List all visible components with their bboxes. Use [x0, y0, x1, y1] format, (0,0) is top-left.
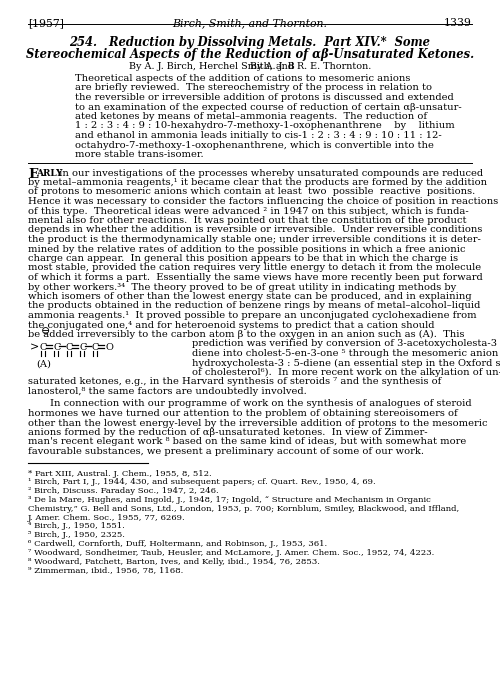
Text: hormones we have turned our attention to the problem of obtaining stereoisomers : hormones we have turned our attention to… [28, 409, 458, 418]
Text: >: > [30, 342, 39, 352]
Text: C: C [79, 342, 86, 352]
Text: By A. J. Birch, Herchel Smith, and R. E. Thornton.: By A. J. Birch, Herchel Smith, and R. E.… [129, 62, 371, 71]
Text: C: C [53, 342, 60, 352]
Text: C: C [40, 342, 48, 352]
Text: man's recent elegant work ⁸ based on the same kind of ideas, but with somewhat m: man's recent elegant work ⁸ based on the… [28, 437, 466, 447]
Text: octahydro-7-methoxy-1-oxophenanthrene, which is convertible into the: octahydro-7-methoxy-1-oxophenanthrene, w… [75, 141, 434, 149]
Text: other than the lowest energy-level by the irreversible addition of protons to th: other than the lowest energy-level by th… [28, 418, 487, 428]
Text: charge can appear.  In general this position appears to be that in which the cha: charge can appear. In general this posit… [28, 254, 458, 263]
Text: be added irreversibly to the carbon atom β to the oxygen in an anion such as (A): be added irreversibly to the carbon atom… [28, 330, 464, 339]
Text: are briefly reviewed.  The stereochemistry of the process in relation to: are briefly reviewed. The stereochemistr… [75, 84, 432, 92]
Text: By A. J. B: By A. J. B [250, 62, 295, 71]
Text: the conjugated one,⁴ and for heteroenoid systems to predict that a cation should: the conjugated one,⁴ and for heteroenoid… [28, 320, 434, 329]
Text: (A): (A) [36, 359, 51, 369]
Text: ⁸ Woodward, Patchett, Barton, Ives, and Kelly, ibid., 1954, 76, 2853.: ⁸ Woodward, Patchett, Barton, Ives, and … [28, 557, 320, 566]
Text: 254.   Reduction by Dissolving Metals.  Part XIV.*  Some: 254. Reduction by Dissolving Metals. Par… [70, 36, 430, 49]
Text: saturated ketones, e.g., in the Harvard synthesis of steroids ⁷ and the synthesi: saturated ketones, e.g., in the Harvard … [28, 378, 442, 386]
Text: ⁹ Zimmerman, ibid., 1956, 78, 1168.: ⁹ Zimmerman, ibid., 1956, 78, 1168. [28, 566, 184, 574]
Text: in our investigations of the processes whereby unsaturated compounds are reduced: in our investigations of the processes w… [56, 168, 483, 177]
Text: J. Amer. Chem. Soc., 1955, 77, 6269.: J. Amer. Chem. Soc., 1955, 77, 6269. [28, 513, 186, 521]
Text: prediction was verified by conversion of 3-acetoxycholesta-3 : 5-: prediction was verified by conversion of… [192, 340, 500, 348]
Text: ARLY: ARLY [36, 168, 62, 177]
Text: ¹ Birch, Part I, J., 1944, 430, and subsequent papers; cf. Quart. Rev., 1950, 4,: ¹ Birch, Part I, J., 1944, 430, and subs… [28, 478, 376, 486]
Text: Chemistry,” G. Bell and Sons, Ltd., London, 1953, p. 700; Kornblum, Smiley, Blac: Chemistry,” G. Bell and Sons, Ltd., Lond… [28, 504, 459, 513]
Text: ⁷ Woodward, Sondheimer, Taub, Heusler, and McLamore, J. Amer. Chem. Soc., 1952, : ⁷ Woodward, Sondheimer, Taub, Heusler, a… [28, 549, 434, 557]
Text: Hence it was necessary to consider the factors influencing the choice of positio: Hence it was necessary to consider the f… [28, 197, 498, 206]
Text: more stable trans-isomer.: more stable trans-isomer. [75, 150, 204, 159]
Text: the products obtained in the reduction of benzene rings by means of metal–alcoho: the products obtained in the reduction o… [28, 301, 480, 310]
Text: the reversible or irreversible addition of protons is discussed and extended: the reversible or irreversible addition … [75, 93, 454, 102]
Text: ⁶ Cardwell, Cornforth, Duff, Holtermann, and Robinson, J., 1953, 361.: ⁶ Cardwell, Cornforth, Duff, Holtermann,… [28, 540, 327, 548]
Text: C: C [66, 342, 74, 352]
Text: mental also for other reactions.  It was pointed out that the constitution of th: mental also for other reactions. It was … [28, 216, 466, 225]
Text: ated ketones by means of metal–ammonia reagents.  The reduction of: ated ketones by means of metal–ammonia r… [75, 112, 427, 121]
Text: 1 : 2 : 3 : 4 : 9 : 10-hexahydro-7-methoxy-1-oxophenanthrene    by    lithium: 1 : 2 : 3 : 4 : 9 : 10-hexahydro-7-metho… [75, 122, 455, 130]
Text: anions formed by the reduction of αβ-unsaturated ketones.  In view of Zimmer-: anions formed by the reduction of αβ-uns… [28, 428, 427, 437]
Text: E: E [28, 168, 38, 181]
Text: depends in whether the addition is reversible or irreversible.  Under reversible: depends in whether the addition is rever… [28, 225, 482, 234]
Text: which isomers of other than the lowest energy state can be produced, and in expl: which isomers of other than the lowest e… [28, 292, 471, 301]
Text: of this type.  Theoretical ideas were advanced ² in 1947 on this subject, which : of this type. Theoretical ideas were adv… [28, 206, 469, 215]
Text: by other workers.³⁴  The theory proved to be of great utility in indicating meth: by other workers.³⁴ The theory proved to… [28, 282, 456, 291]
Text: mined by the relative rates of addition to the possible positions in which a fre: mined by the relative rates of addition … [28, 244, 466, 253]
Text: C: C [92, 342, 100, 352]
Text: Birch, Smith, and Thornton.: Birch, Smith, and Thornton. [172, 18, 328, 28]
Text: diene into cholest-5-en-3-one ⁵ through the mesomeric anion of 3-: diene into cholest-5-en-3-one ⁵ through … [192, 349, 500, 358]
Text: hydroxycholesta-3 : 5-diene (an essential step in the Oxford synthesis: hydroxycholesta-3 : 5-diene (an essentia… [192, 359, 500, 367]
Text: ⁴ Birch, J., 1950, 1551.: ⁴ Birch, J., 1950, 1551. [28, 522, 125, 530]
Text: of which it forms a part.  Essentially the same views have more recently been pu: of which it forms a part. Essentially th… [28, 273, 483, 282]
Text: by metal–ammonia reagents,¹ it became clear that the products are formed by the : by metal–ammonia reagents,¹ it became cl… [28, 178, 487, 187]
Text: ² Birch, Discuss. Faraday Soc., 1947, 2, 246.: ² Birch, Discuss. Faraday Soc., 1947, 2,… [28, 487, 219, 495]
Text: 1339: 1339 [444, 18, 472, 28]
Text: lanosterol,⁸ the same factors are undoubtedly involved.: lanosterol,⁸ the same factors are undoub… [28, 387, 307, 396]
Text: ⊖: ⊖ [41, 327, 50, 337]
Text: Stereochemical Aspects of the Reduction of αβ-Unsaturated Ketones.: Stereochemical Aspects of the Reduction … [26, 48, 474, 61]
Text: of protons to mesomeric anions which contain at least  two  possible  reactive  : of protons to mesomeric anions which con… [28, 187, 475, 196]
Text: ³ De la Mare, Hughes, and Ingold, J., 1948, 17; Ingold, “ Structure and Mechanis: ³ De la Mare, Hughes, and Ingold, J., 19… [28, 496, 431, 504]
Text: In connection with our programme of work on the synthesis of analogues of steroi: In connection with our programme of work… [50, 399, 472, 409]
Text: favourable substances, we present a preliminary account of some of our work.: favourable substances, we present a prel… [28, 447, 424, 456]
Text: most stable, provided the cation requires very little energy to detach it from t: most stable, provided the cation require… [28, 263, 481, 272]
Text: to an examination of the expected course of reduction of certain αβ-unsatur-: to an examination of the expected course… [75, 103, 462, 111]
Text: * Part XIII, Austral. J. Chem., 1955, 8, 512.: * Part XIII, Austral. J. Chem., 1955, 8,… [28, 469, 212, 477]
Text: O: O [105, 342, 113, 352]
Text: of cholesterol⁶).  In more recent work on the alkylation of un-: of cholesterol⁶). In more recent work on… [192, 368, 500, 377]
Text: ⁵ Birch, J., 1950, 2325.: ⁵ Birch, J., 1950, 2325. [28, 531, 125, 539]
Text: the product is the thermodynamically stable one; under irreversible conditions i: the product is the thermodynamically sta… [28, 235, 481, 244]
Text: and ethanol in ammonia leads initially to cis-1 : 2 : 3 : 4 : 9 : 10 : 11 : 12-: and ethanol in ammonia leads initially t… [75, 131, 442, 140]
Text: ammonia reagents.¹  It proved possible to prepare an unconjugated cyclohexadiene: ammonia reagents.¹ It proved possible to… [28, 311, 476, 320]
Text: [1957]: [1957] [28, 18, 64, 28]
Text: Theoretical aspects of the addition of cations to mesomeric anions: Theoretical aspects of the addition of c… [75, 74, 410, 83]
